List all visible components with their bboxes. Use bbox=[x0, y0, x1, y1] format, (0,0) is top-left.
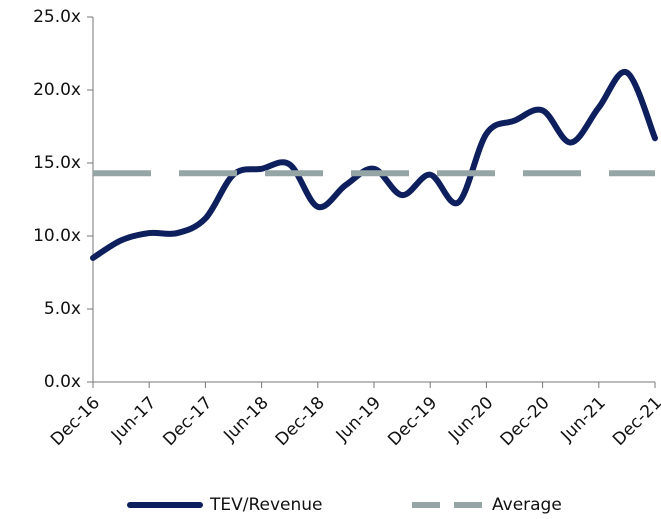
y-tick-label: 25.0x bbox=[33, 7, 81, 27]
x-tick-label: Dec-21 bbox=[609, 393, 661, 450]
x-tick-label: Jun-20 bbox=[444, 393, 497, 446]
y-tick-label: 20.0x bbox=[33, 80, 81, 100]
legend-label: Average bbox=[492, 495, 562, 515]
x-tick-label: Dec-19 bbox=[384, 393, 441, 450]
y-tick-label: 0.0x bbox=[44, 372, 81, 392]
series-line bbox=[90, 69, 658, 261]
x-tick-label: Dec-17 bbox=[159, 393, 216, 450]
x-tick-label: Dec-20 bbox=[497, 393, 554, 450]
x-tick-label: Jun-18 bbox=[219, 393, 272, 446]
y-tick-label: 5.0x bbox=[44, 299, 81, 319]
legend-label: TEV/Revenue bbox=[209, 495, 323, 515]
y-tick-label: 15.0x bbox=[33, 153, 81, 173]
x-tick-label: Jun-19 bbox=[332, 393, 385, 446]
x-tick-label: Dec-18 bbox=[272, 393, 329, 450]
y-tick-label: 10.0x bbox=[33, 226, 81, 246]
x-tick-label: Jun-17 bbox=[107, 393, 160, 446]
x-tick-label: Dec-16 bbox=[47, 393, 104, 450]
x-tick-label: Jun-21 bbox=[557, 393, 610, 446]
